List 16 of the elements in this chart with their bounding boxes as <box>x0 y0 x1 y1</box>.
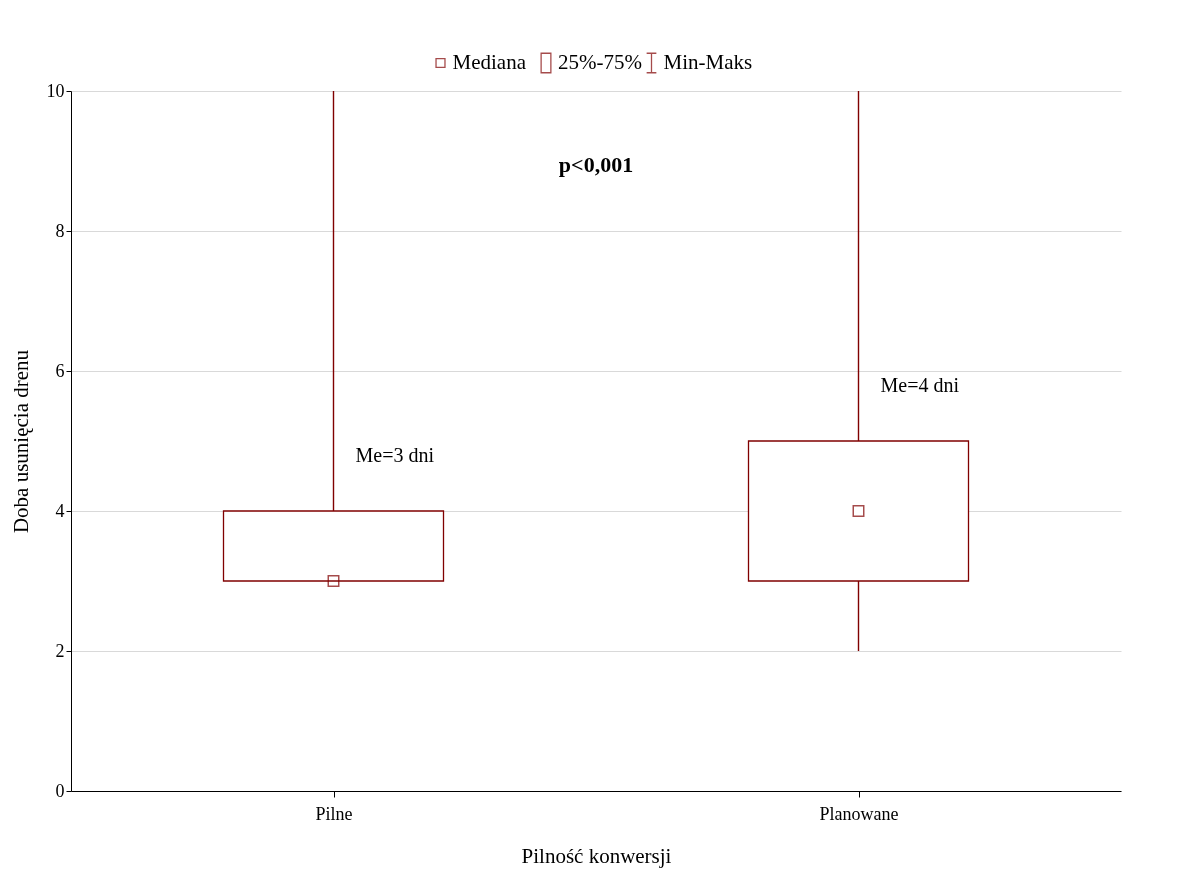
y-tick-label: 6 <box>55 360 65 381</box>
legend-label: Min-Maks <box>663 50 753 74</box>
y-tick-label: 8 <box>55 220 65 241</box>
x-tick-label: Pilne <box>315 803 353 824</box>
y-tick-label: 2 <box>55 640 65 661</box>
x-tick-label: Planowane <box>819 803 899 824</box>
y-axis-title: Doba usunięcia drenu <box>8 349 33 534</box>
y-tick-label: 4 <box>55 500 65 521</box>
y-tick-label: 0 <box>55 780 65 801</box>
annotation: Me=4 dni <box>880 374 960 396</box>
annotation: p<0,001 <box>558 151 634 177</box>
annotation: Me=3 dni <box>355 444 435 466</box>
x-axis-title: Pilność konwersji <box>521 843 672 868</box>
legend-label: 25%-75% <box>558 50 642 74</box>
legend-label: Mediana <box>452 50 527 74</box>
y-tick-label: 10 <box>46 80 65 101</box>
